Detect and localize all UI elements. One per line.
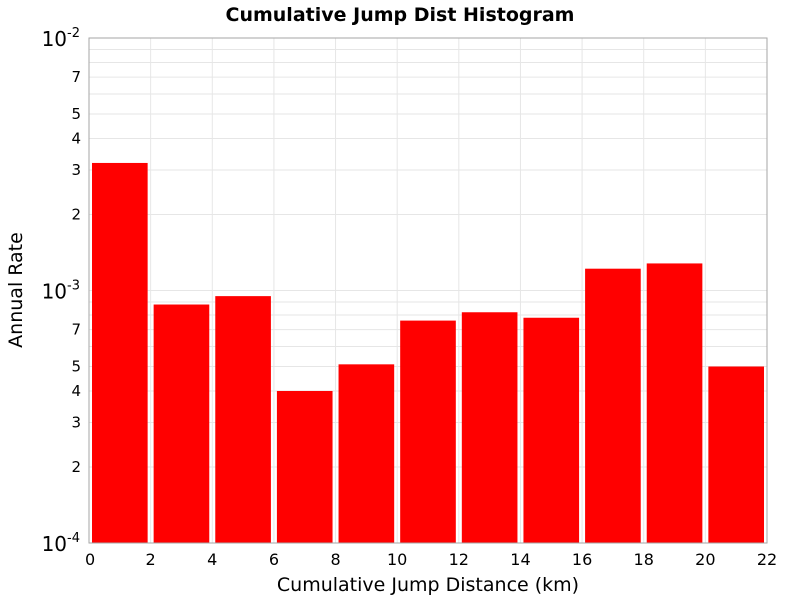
bar-0 xyxy=(92,162,148,543)
x-tick-label: 8 xyxy=(330,550,340,569)
x-axis-ticks: 0 2 4 6 8 10 12 14 16 18 20 22 xyxy=(85,550,777,569)
y-minor-tick-label: 2 xyxy=(71,458,81,476)
x-tick-label: 20 xyxy=(695,550,715,569)
bar-3 xyxy=(276,390,333,543)
bar-1 xyxy=(153,304,210,543)
y-minor-tick-label: 3 xyxy=(71,161,81,179)
x-tick-label: 4 xyxy=(207,550,217,569)
x-tick-label: 18 xyxy=(634,550,654,569)
bar-2 xyxy=(215,296,271,543)
plot-area xyxy=(88,37,768,544)
y-decade-exponent: -3 xyxy=(67,279,80,294)
y-minor-tick-label: 2 xyxy=(71,205,81,223)
bars-group xyxy=(92,162,764,543)
x-tick-label: 14 xyxy=(510,550,530,569)
y-minor-tick-label: 4 xyxy=(71,382,81,400)
y-minor-tick-label: 7 xyxy=(71,321,81,339)
bar-6 xyxy=(461,312,518,543)
bar-5 xyxy=(400,320,456,543)
bar-7 xyxy=(523,317,580,543)
y-minor-tick-label: 4 xyxy=(71,129,81,147)
y-minor-tick-label: 3 xyxy=(71,414,81,432)
y-decade-mantissa: 10 xyxy=(42,280,67,304)
y-decade-tick-label: 10-3 xyxy=(42,279,80,304)
y-minor-tick-label: 5 xyxy=(71,358,81,376)
bar-4 xyxy=(338,364,395,543)
bar-8 xyxy=(585,268,641,543)
y-decade-mantissa: 10 xyxy=(42,27,67,51)
x-tick-label: 12 xyxy=(449,550,469,569)
y-minor-tick-label: 7 xyxy=(71,68,81,86)
chart-title: Cumulative Jump Dist Histogram xyxy=(226,4,575,26)
y-decade-mantissa: 10 xyxy=(42,532,67,556)
x-axis-label: Cumulative Jump Distance (km) xyxy=(277,574,579,596)
x-tick-label: 10 xyxy=(387,550,407,569)
y-decade-tick-label: 10-4 xyxy=(42,531,80,556)
bar-10 xyxy=(708,366,764,543)
y-decade-exponent: -4 xyxy=(67,531,80,546)
y-decade-exponent: -2 xyxy=(67,26,80,41)
bar-9 xyxy=(646,263,703,543)
x-tick-label: 2 xyxy=(146,550,156,569)
y-minor-tick-label: 5 xyxy=(71,105,81,123)
x-tick-label: 6 xyxy=(269,550,279,569)
x-tick-label: 22 xyxy=(757,550,777,569)
y-decade-tick-label: 10-2 xyxy=(42,26,80,51)
x-tick-label: 16 xyxy=(572,550,592,569)
x-tick-label: 0 xyxy=(85,550,95,569)
y-axis-label: Annual Rate xyxy=(5,232,27,348)
